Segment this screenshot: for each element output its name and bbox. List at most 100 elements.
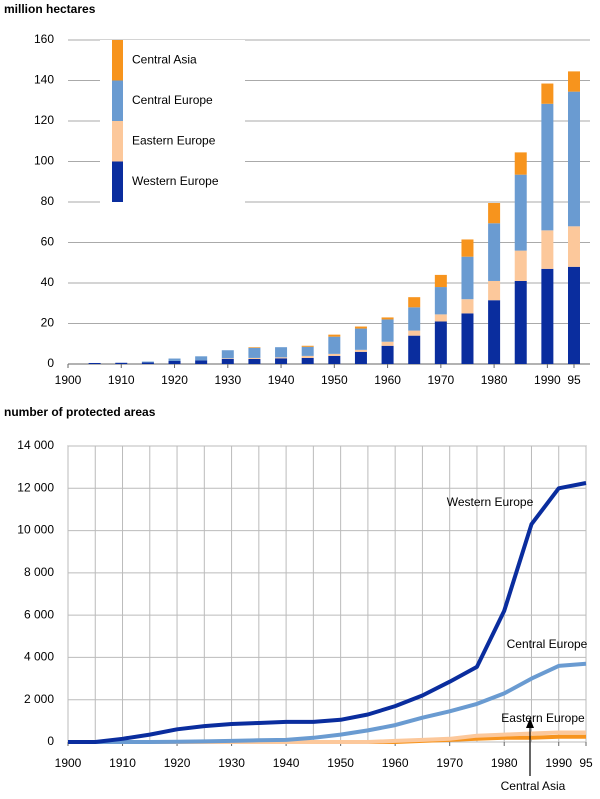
y-tick-label: 0 [47,356,54,370]
bar-segment [461,299,474,314]
legend-swatch [112,80,123,121]
bar-segment [488,223,501,281]
x-tick-label: 1980 [481,373,508,387]
bar-segment [541,230,554,269]
x-tick-label: 1900 [55,373,82,387]
bar-segment [568,91,580,227]
bar-segment [354,349,367,352]
bar-segment [141,361,154,363]
chart-title: number of protected areas [4,405,156,419]
bar-segment [488,280,501,301]
y-tick-label: 6 000 [24,607,54,621]
legend-swatch [112,161,123,202]
x-tick-label: 1970 [436,756,463,770]
bar-segment [514,152,527,175]
y-tick-label: 0 [47,734,54,748]
x-tick-label: 1910 [109,756,136,770]
bar-segment [514,280,527,364]
bar-segment [568,71,580,92]
y-tick-label: 4 000 [24,650,54,664]
bar-segment [568,266,580,364]
bar-segment [168,360,181,364]
bar-segment [488,203,501,224]
bar-segment [514,174,527,251]
y-tick-label: 100 [34,154,54,168]
bar-segment [461,313,474,364]
bar-segment [408,307,421,331]
y-tick-label: 80 [41,194,55,208]
bar-segment [434,314,447,322]
y-tick-label: 12 000 [17,480,54,494]
bar-segment [354,351,367,364]
x-tick-label: 1990 [534,373,561,387]
x-tick-label: 1930 [218,756,245,770]
bar-segment [141,362,154,364]
y-tick-label: 60 [41,235,55,249]
y-tick-label: 40 [41,275,55,289]
x-tick-label: 1940 [268,373,295,387]
bar-segment [541,83,554,104]
bar-segment [514,250,527,281]
x-tick-label: 1980 [491,756,518,770]
bar-segment [328,334,341,337]
bar-segment [381,345,394,364]
bar-segment [115,362,128,364]
bar-segment [168,358,181,361]
y-tick-label: 20 [41,316,55,330]
x-tick-label: 1900 [55,756,82,770]
bar-segment [541,268,554,364]
bar-segment [434,321,447,364]
bar-segment [248,347,261,348]
x-tick-label: 1990 [545,756,572,770]
bar-segment [328,336,341,354]
bar-segment [195,356,208,361]
legend-swatch [112,121,123,162]
bar-segment [381,319,394,342]
bar-segment [221,358,234,359]
x-tick-label: 95 [579,756,593,770]
bar-segment [195,360,208,364]
bar-segment [221,358,234,364]
y-tick-label: 8 000 [24,565,54,579]
line-series [68,661,587,744]
bar-segment [541,103,554,231]
bar-segment [434,274,447,288]
line-label: Western Europe [447,495,534,509]
y-tick-label: 120 [34,113,54,127]
bar-segment [488,300,501,364]
chart-title: million hectares [4,2,96,16]
legend-swatch [112,40,123,81]
bar-segment [301,345,314,347]
bar-segment [568,226,580,267]
bar-segment [301,357,314,364]
legend-label: Central Asia [132,52,197,66]
bar-segment [408,330,421,336]
bar-segment [328,353,341,356]
x-tick-label: 1960 [374,373,401,387]
bar-segment [248,358,261,364]
legend-label: Eastern Europe [132,133,216,147]
line-series [68,481,587,744]
x-tick-label: 1910 [108,373,135,387]
bar-segment [221,350,234,359]
arrow-head [526,718,534,728]
x-tick-label: 1950 [321,373,348,387]
x-tick-label: 1940 [273,756,300,770]
bar-segment [275,357,288,359]
x-tick-label: 1950 [327,756,354,770]
line-label: Eastern Europe [501,711,585,725]
line-label: Central Europe [507,637,588,651]
y-tick-label: 160 [34,32,54,46]
bar-segment [275,347,288,358]
line-label: Central Asia [501,779,566,793]
bar-segment [248,347,261,358]
bar-segment [461,256,474,300]
bar-segment [434,287,447,315]
bar-segment [301,346,314,356]
y-tick-label: 14 000 [17,438,54,452]
bar-segment [408,297,421,308]
legend-label: Western Europe [132,174,219,188]
bar-segment [354,328,367,350]
bar-segment [354,326,367,329]
